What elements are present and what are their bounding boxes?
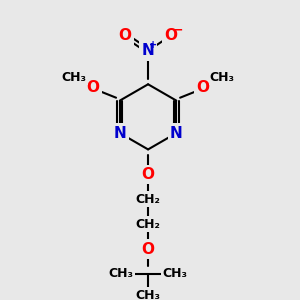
Text: CH₃: CH₃: [109, 267, 134, 280]
Text: CH₂: CH₂: [136, 193, 160, 206]
Text: O: O: [87, 80, 100, 95]
Text: CH₃: CH₃: [210, 71, 235, 84]
Text: CH₃: CH₃: [162, 267, 188, 280]
Text: CH₂: CH₂: [136, 218, 160, 231]
Text: CH₃: CH₃: [136, 289, 160, 300]
Text: +: +: [149, 40, 157, 50]
Text: O: O: [142, 242, 154, 256]
Text: O: O: [196, 80, 210, 95]
Text: O: O: [118, 28, 132, 43]
Text: CH₃: CH₃: [61, 71, 86, 84]
Text: −: −: [172, 23, 183, 36]
Text: N: N: [170, 126, 183, 141]
Text: O: O: [142, 167, 154, 182]
Text: N: N: [142, 43, 154, 58]
Text: O: O: [165, 28, 178, 43]
Text: N: N: [113, 126, 126, 141]
